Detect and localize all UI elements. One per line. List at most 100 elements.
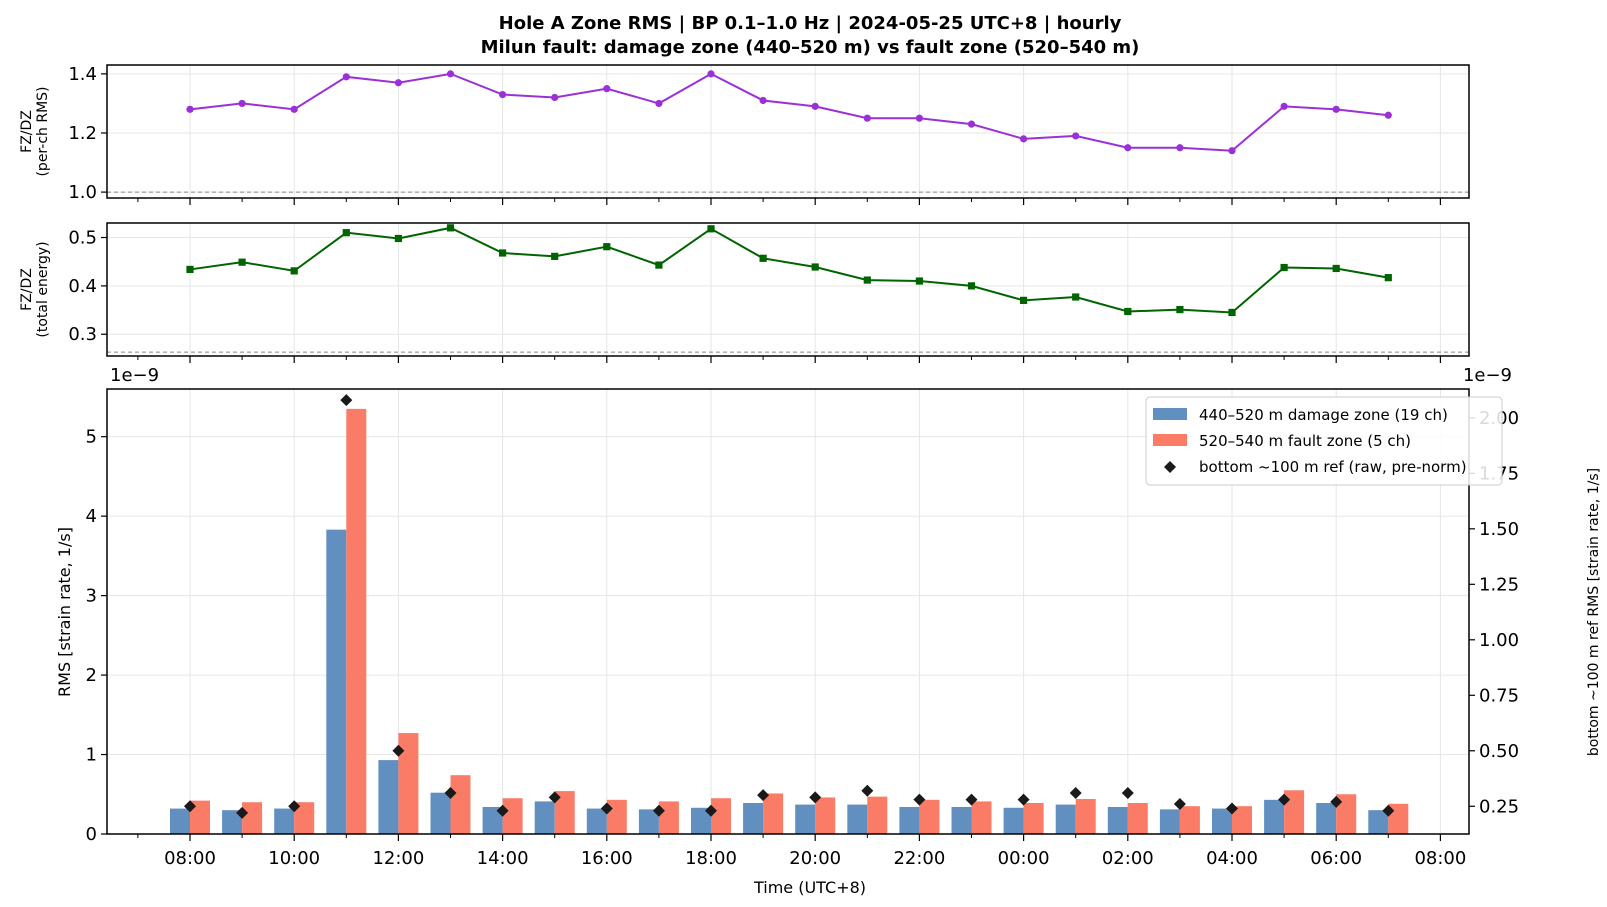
legend-label: bottom ~100 m ref (raw, pre-norm) bbox=[1199, 458, 1467, 476]
bar bbox=[867, 796, 888, 834]
data-point bbox=[290, 105, 298, 113]
data-point bbox=[1384, 111, 1392, 119]
reference-point bbox=[757, 789, 770, 802]
y2-tick-label: 1.50 bbox=[1479, 519, 1519, 540]
data-point bbox=[967, 282, 976, 290]
reference-point bbox=[444, 786, 457, 799]
data-point bbox=[1124, 144, 1132, 152]
y-tick-label: 1.4 bbox=[68, 64, 97, 85]
ratio-rms-panel: 1.0 1.2 1.4 FZ/DZ (per-ch RMS) bbox=[19, 64, 1470, 205]
bar bbox=[378, 760, 399, 834]
bar bbox=[1212, 808, 1232, 834]
reference-point bbox=[184, 800, 196, 813]
bar bbox=[242, 802, 263, 834]
legend-label: 440–520 m damage zone (19 ch) bbox=[1199, 406, 1448, 424]
reference-point bbox=[1121, 786, 1134, 799]
reference-point bbox=[861, 784, 874, 797]
data-point bbox=[759, 254, 767, 262]
data-point bbox=[394, 79, 402, 87]
plot-frame bbox=[106, 64, 1470, 199]
data-point bbox=[238, 258, 246, 266]
data-point bbox=[707, 70, 715, 78]
data-point bbox=[186, 265, 194, 274]
bar bbox=[294, 802, 315, 834]
bar bbox=[1055, 804, 1076, 834]
legend: 440–520 m damage zone (19 ch) 520–540 m f… bbox=[1145, 396, 1503, 486]
bar bbox=[638, 809, 659, 834]
offset-label-left: 1e−9 bbox=[110, 365, 159, 386]
rms-bar-panel: 0123450.250.500.751.001.251.501.752.0008… bbox=[55, 365, 1602, 869]
bar bbox=[534, 801, 555, 834]
data-point bbox=[1332, 105, 1340, 113]
legend-swatch bbox=[1153, 408, 1187, 420]
y-tick-label: 1.2 bbox=[68, 123, 97, 144]
data-point bbox=[342, 73, 350, 81]
bar bbox=[1023, 803, 1044, 834]
y2-tick-label: 0.25 bbox=[1479, 796, 1519, 817]
data-point bbox=[915, 277, 923, 285]
bar bbox=[1264, 799, 1285, 834]
bar bbox=[554, 791, 575, 834]
bar bbox=[1316, 803, 1337, 834]
x-tick-label: 06:00 bbox=[1310, 848, 1362, 869]
reference-point bbox=[340, 394, 353, 407]
series-line bbox=[189, 72, 1389, 152]
legend-swatch bbox=[1164, 461, 1176, 473]
y-tick-label: 5 bbox=[86, 427, 97, 448]
data-point bbox=[1124, 307, 1132, 316]
reference-point bbox=[1382, 804, 1395, 817]
bar bbox=[482, 806, 503, 834]
x-tick-label: 16:00 bbox=[581, 848, 633, 869]
x-tick-label: 08:00 bbox=[1414, 848, 1466, 869]
bar bbox=[1003, 807, 1024, 834]
bar bbox=[847, 804, 868, 834]
data-point bbox=[603, 243, 611, 251]
reference-point bbox=[965, 793, 978, 806]
y-axis-label: (total energy) bbox=[35, 241, 51, 337]
bar bbox=[222, 810, 243, 834]
y2-tick-label: 0.50 bbox=[1479, 741, 1519, 762]
data-point bbox=[1280, 263, 1288, 272]
data-point bbox=[290, 267, 298, 275]
x-tick-label: 00:00 bbox=[998, 848, 1050, 869]
reference-point bbox=[288, 800, 301, 813]
offset-label-right: 1e−9 bbox=[1463, 365, 1512, 386]
reference-point bbox=[652, 804, 665, 817]
data-point bbox=[863, 114, 871, 122]
x-tick-label: 04:00 bbox=[1206, 848, 1258, 869]
reference-point bbox=[809, 791, 822, 804]
x-tick-label: 18:00 bbox=[685, 848, 737, 869]
y-tick-label: 0.5 bbox=[68, 228, 97, 249]
bar bbox=[691, 807, 711, 834]
bar bbox=[502, 798, 523, 834]
bar bbox=[346, 408, 367, 834]
x-tick-label: 22:00 bbox=[893, 848, 945, 869]
data-point bbox=[342, 229, 350, 237]
data-point bbox=[603, 85, 611, 93]
bar bbox=[398, 733, 419, 834]
data-point bbox=[499, 90, 507, 99]
data-point bbox=[446, 70, 455, 78]
bar bbox=[951, 806, 972, 834]
reference-point bbox=[1278, 793, 1291, 806]
bar bbox=[658, 801, 679, 834]
bar bbox=[1232, 806, 1252, 834]
bar bbox=[586, 808, 607, 834]
y-axis-label: FZ/DZ bbox=[19, 268, 35, 311]
data-point bbox=[759, 96, 767, 105]
y2-tick-label: 1.00 bbox=[1479, 630, 1519, 651]
reference-point bbox=[705, 804, 717, 817]
bar bbox=[743, 803, 764, 834]
y-tick-label: 0.3 bbox=[68, 324, 97, 345]
x-tick-label: 12:00 bbox=[372, 848, 424, 869]
chart-title-line1: Hole A Zone RMS | BP 0.1–1.0 Hz | 2024-0… bbox=[499, 13, 1122, 34]
data-point bbox=[863, 276, 871, 284]
y-tick-label: 2 bbox=[86, 665, 97, 686]
data-point bbox=[1072, 293, 1080, 301]
bar bbox=[1107, 806, 1128, 834]
x-axis-label: Time (UTC+8) bbox=[753, 878, 866, 897]
x-tick-label: 20:00 bbox=[789, 848, 841, 869]
data-point bbox=[915, 114, 924, 122]
bar bbox=[919, 799, 940, 834]
bar bbox=[1179, 806, 1200, 834]
